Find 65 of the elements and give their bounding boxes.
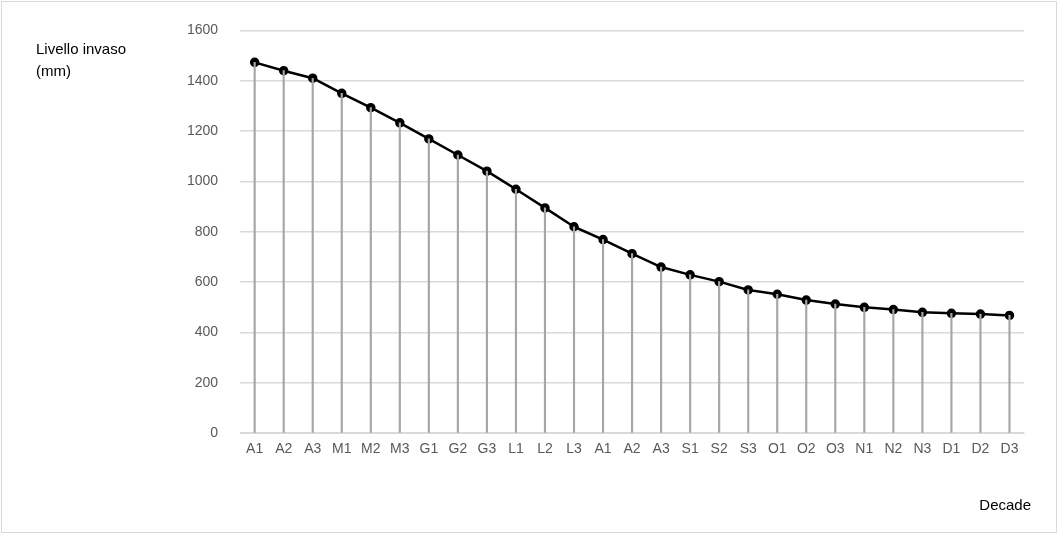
bar [776,293,779,433]
bar [601,239,605,433]
x-tick-label: O1 [767,440,787,457]
bar [485,170,488,433]
x-tick-label: G1 [419,440,439,457]
x-tick-label: M1 [332,440,352,457]
bar [950,313,953,433]
bar [689,274,692,433]
bar [1008,315,1011,433]
x-tick-label: D3 [1000,440,1019,457]
x-tick-label: O2 [796,440,816,457]
bar [369,107,372,433]
x-tick-label: N3 [913,440,932,457]
x-tick-label: G3 [477,440,497,457]
bar [805,299,808,433]
bar [572,226,576,433]
x-tick-label: O3 [825,440,845,457]
x-tick-label: L3 [566,440,583,457]
bar [311,77,314,433]
y-axis-title: Livello invaso (mm) [36,39,128,81]
bar [514,188,518,433]
bar [834,303,837,433]
y-tick-label: 1000 [186,172,219,189]
x-axis-title: Decade [979,496,1031,513]
bar [921,312,924,433]
bar [282,70,285,433]
x-tick-label: S3 [739,440,757,457]
x-tick-label: A1 [246,440,264,457]
x-tick-label: A2 [275,440,293,457]
y-tick-label: 1600 [186,21,219,38]
y-tick-label: 400 [194,323,219,340]
x-tick-label: G2 [448,440,468,457]
bar [427,138,430,433]
bar [456,154,459,433]
y-tick-label: 1200 [186,121,219,138]
x-tick-label: N2 [884,440,903,457]
bar [340,93,343,433]
bar [253,62,256,433]
bar [863,307,866,433]
bar [718,281,721,433]
x-tick-label: A1 [594,440,612,457]
x-tick-label: D1 [942,440,961,457]
x-tick-label: S2 [710,440,728,457]
x-tick-label: A3 [304,440,322,457]
x-tick-label: L1 [508,440,524,457]
y-tick-label: 800 [194,222,219,239]
x-tick-label: M3 [390,440,410,457]
x-tick-label: D2 [971,440,990,457]
x-tick-label: L2 [537,440,553,457]
bar [892,309,895,433]
bar [979,313,982,433]
x-tick-label: A2 [623,440,641,457]
bar [660,266,663,433]
x-tick-label: S1 [681,440,699,457]
y-tick-label: 600 [194,273,219,290]
x-tick-label: A3 [652,440,670,457]
bar [398,122,401,433]
bar [543,207,547,433]
y-tick-label: 200 [194,373,219,390]
y-tick-label: 1400 [186,71,219,88]
y-tick-label: 0 [210,424,219,441]
bar [747,289,750,433]
x-tick-label: M2 [361,440,381,457]
bar [630,253,634,433]
x-tick-label: N1 [855,440,874,457]
